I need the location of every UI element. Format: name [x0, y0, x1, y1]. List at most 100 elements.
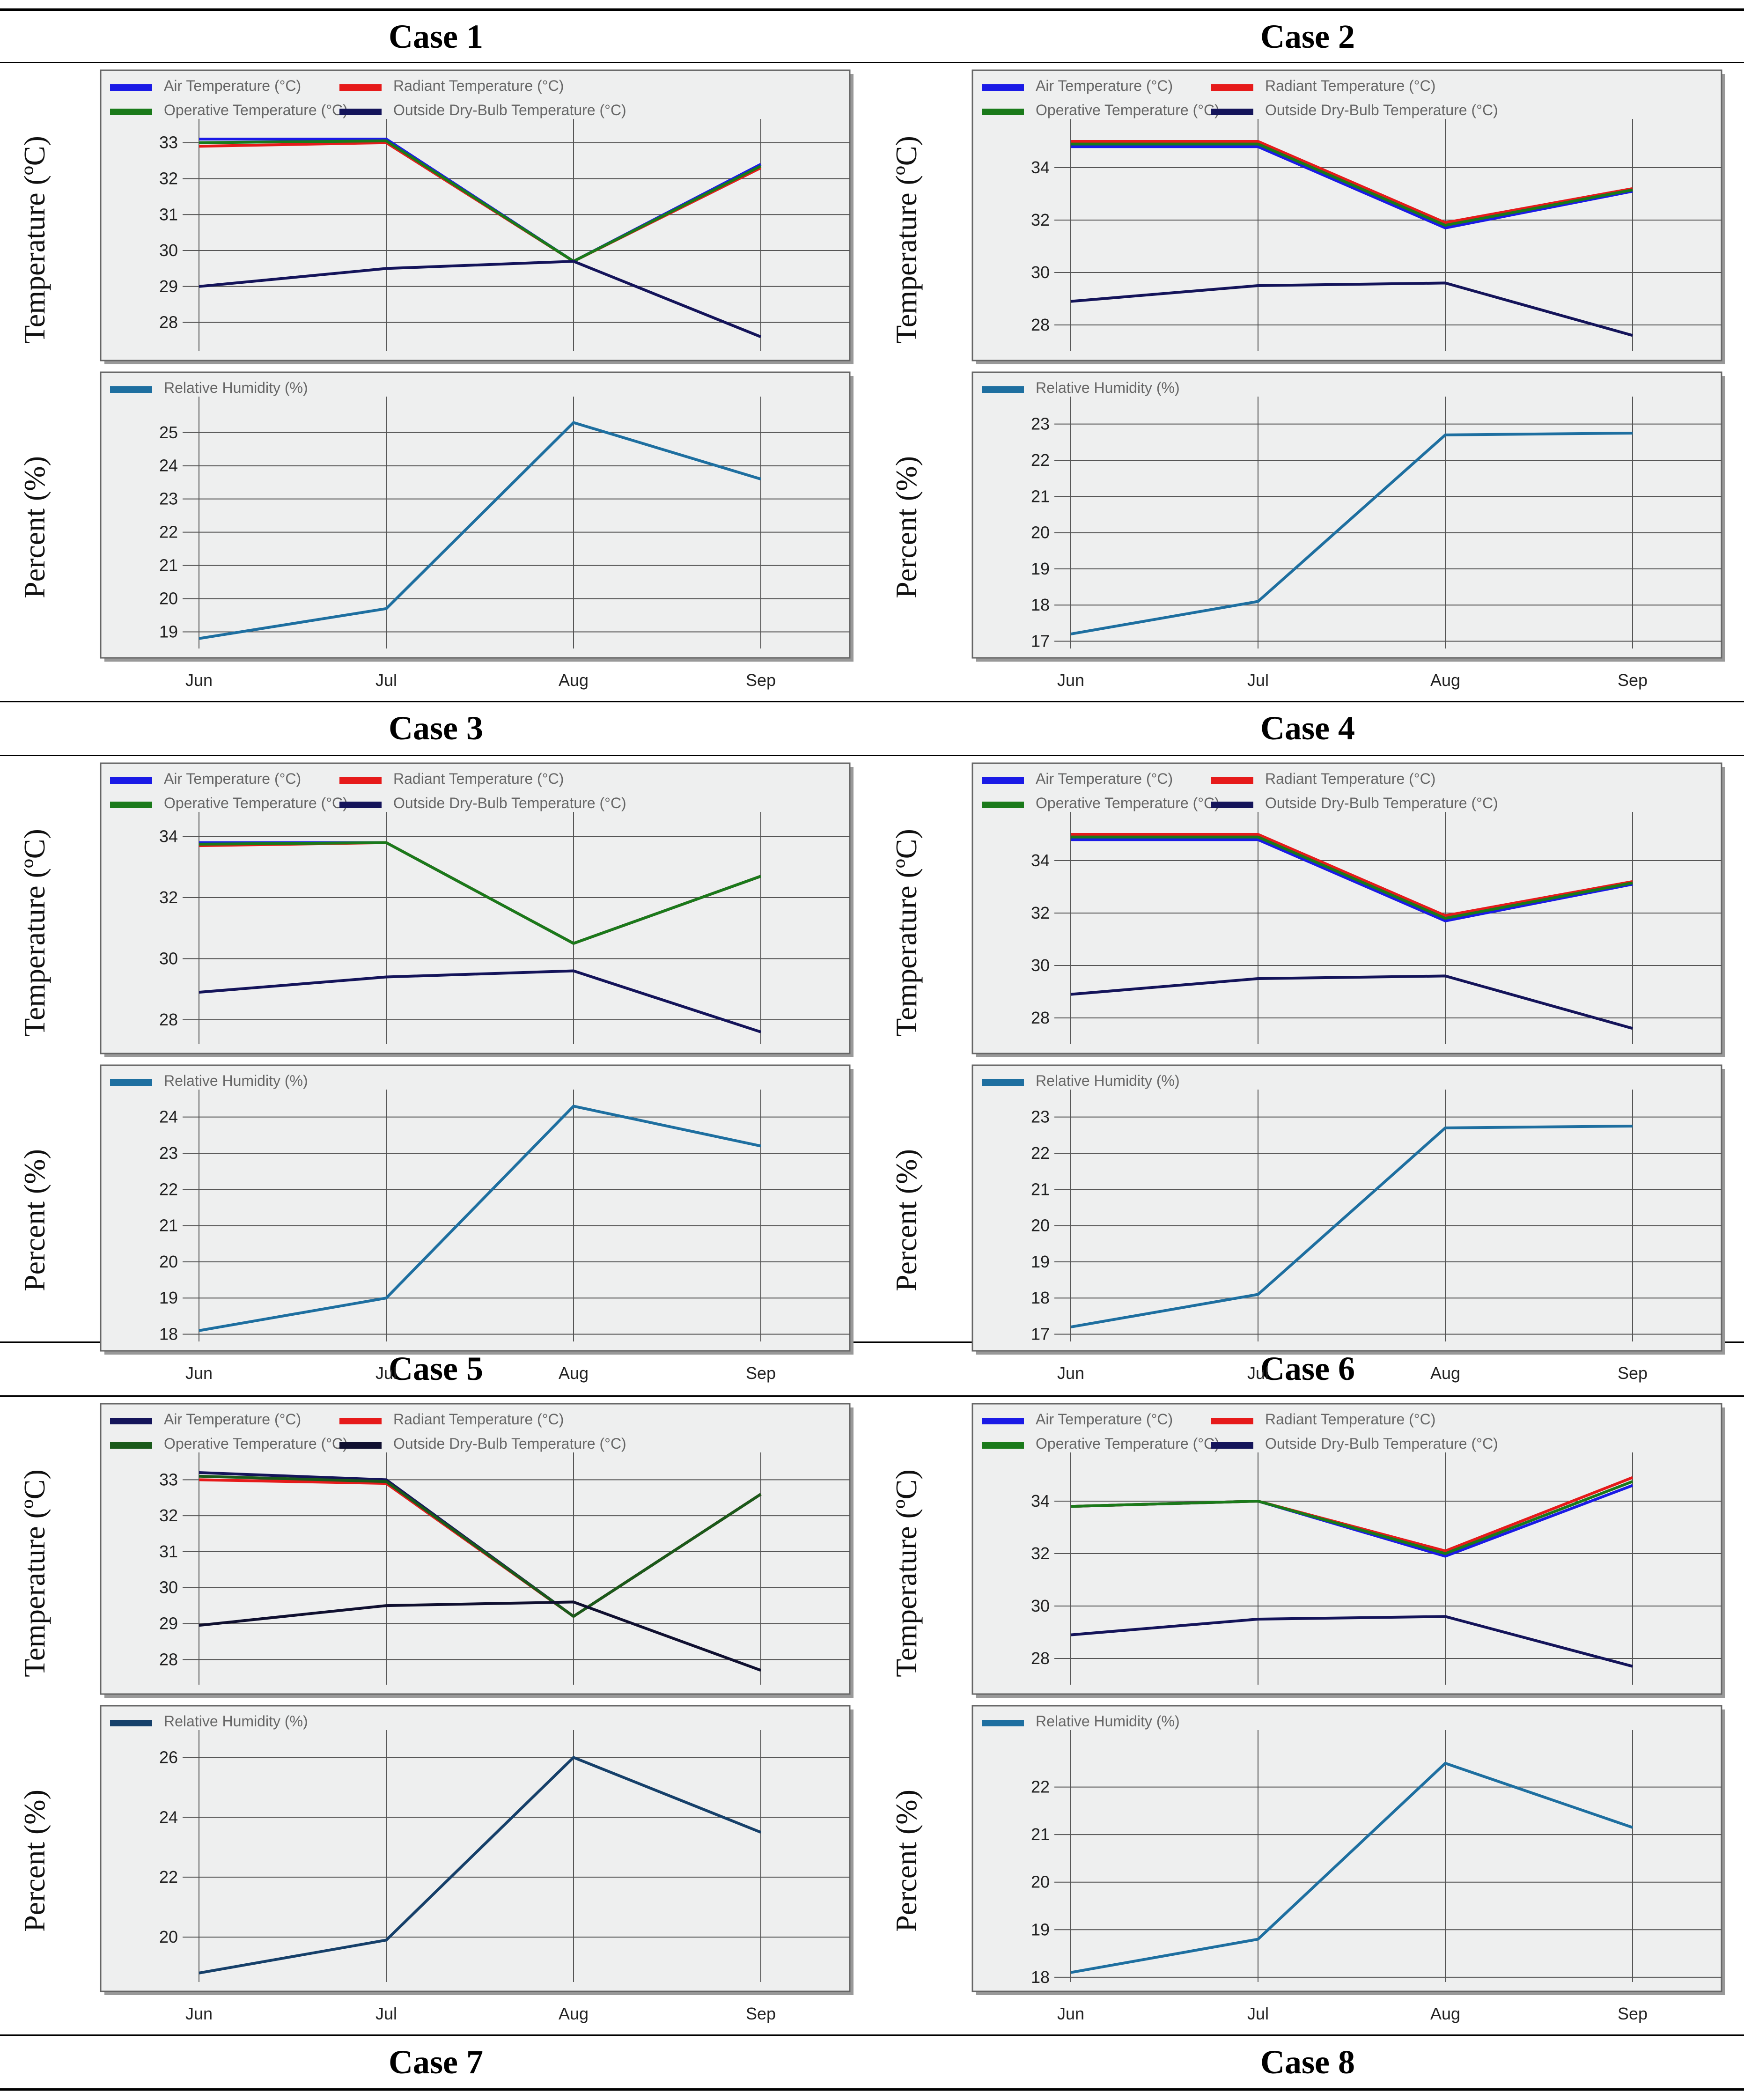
case-2-temp-ytick-32: 32	[1031, 210, 1050, 229]
case-2-rh-xtick-aug: Aug	[1430, 671, 1460, 690]
case-3-temp-series-line-2	[199, 841, 762, 945]
case-2-temp-panel	[971, 69, 1722, 361]
case-2-temp-series-line-0	[1071, 145, 1633, 229]
case-4-rh-xtick-sep: Sep	[1618, 1363, 1648, 1383]
rule-row3	[0, 1395, 1744, 1397]
case-2-rh-ytick-21: 21	[1031, 486, 1050, 506]
case-5-rh-ytick-24: 24	[159, 1807, 178, 1827]
case-1-rh-ytick-25: 25	[159, 423, 178, 442]
case-6-rh-ytick-18: 18	[1031, 1967, 1050, 1987]
case-5-temp-ytick-28: 28	[159, 1650, 178, 1669]
case-1-temp-series-line-2	[199, 139, 762, 263]
case-2-temp-ytick-30: 30	[1031, 263, 1050, 282]
case-3-rh-ylabel: Percent (%)	[18, 1149, 51, 1291]
case-1-temp-panel	[100, 69, 851, 361]
case-4-rh-ylabel: Percent (%)	[890, 1149, 923, 1291]
case-1-temp-ylabel: Temperature (ºC)	[18, 136, 51, 344]
case-6-rh-legend-label-0: Relative Humidity (%)	[1036, 1713, 1180, 1730]
case-2-rh-panel	[971, 371, 1722, 659]
case-1-rh-ylabel: Percent (%)	[18, 456, 51, 598]
case-6-temp-legend-swatch-3	[1211, 1442, 1253, 1449]
case-1-temp-legend-swatch-2	[110, 109, 152, 115]
rule-row3-top	[0, 1341, 1744, 1343]
case-1-rh-ytick-20: 20	[159, 589, 178, 608]
case-4-temp-legend-label-1: Radiant Temperature (°C)	[1265, 770, 1435, 787]
case-4-rh-ytick-18: 18	[1031, 1288, 1050, 1307]
case-4-temp-ytick-28: 28	[1031, 1008, 1050, 1027]
case-3-chart: 28 30 32 34 Air Temperature (°C) Radiant Temp…	[18, 762, 854, 1383]
case-3-rh-series-line-0	[199, 1105, 761, 1332]
case-6-rh-xtick-jul: Jul	[1247, 2004, 1269, 2023]
case-2-chart: 28 30 32 34 Air Temperature (°C) Radiant Temp…	[890, 69, 1725, 690]
case-2-temp-series-line-2	[1071, 142, 1633, 227]
case-6-temp-series-line-2	[1070, 1480, 1634, 1555]
case-4-rh-xtick-aug: Aug	[1430, 1363, 1460, 1383]
case-3-rh-legend-label-0: Relative Humidity (%)	[164, 1072, 308, 1089]
case-3-rh-ytick-22: 22	[159, 1179, 178, 1199]
case-1-title: Case 1	[389, 18, 483, 55]
case-3-temp-legend-label-3: Outside Dry-Bulb Temperature (°C)	[393, 795, 626, 811]
case-3-temp-panel	[100, 762, 851, 1054]
case-4-rh-panel	[971, 1064, 1722, 1352]
case-2-rh-series-line-0	[1070, 431, 1633, 636]
case-5-temp-legend-swatch-0	[110, 1418, 152, 1424]
case-6-temp-series-line-3	[1070, 1615, 1633, 1668]
case-5-temp-legend-swatch-3	[339, 1442, 382, 1449]
case-5-rh-xtick-aug: Aug	[559, 2004, 589, 2023]
case-1-rh-ytick-22: 22	[159, 523, 178, 542]
case-4-temp-ytick-30: 30	[1031, 956, 1050, 975]
case-6-rh-panel	[971, 1705, 1722, 1992]
case-4-title: Case 4	[1260, 709, 1355, 747]
case-4-rh-ytick-20: 20	[1031, 1216, 1050, 1235]
case-3-rh-ytick-18: 18	[159, 1325, 178, 1344]
case-4-temp-series-line-1	[1071, 833, 1633, 917]
case-5-title: Case 5	[389, 1350, 483, 1387]
case-6-rh-xtick-aug: Aug	[1430, 2004, 1460, 2023]
case-1-rh-ytick-24: 24	[159, 456, 178, 475]
case-6-rh-ylabel: Percent (%)	[890, 1790, 923, 1932]
case-1-rh-xtick-jul: Jul	[375, 671, 397, 690]
case-5-rh-xtick-jun: Jun	[185, 2004, 213, 2023]
case-5-rh-panel	[100, 1705, 851, 1992]
case-3-temp-ytick-30: 30	[159, 949, 178, 968]
case-2-temp-series-line-3	[1070, 281, 1633, 337]
case-6-temp-ytick-32: 32	[1031, 1544, 1050, 1563]
case-3-temp-legend-swatch-2	[110, 802, 152, 808]
case-2-temp-ylabel: Temperature (ºC)	[890, 136, 923, 344]
case-3-rh-legend-swatch-0	[110, 1079, 152, 1086]
case-6-rh-ytick-21: 21	[1031, 1825, 1050, 1844]
case-3-temp-legend-label-1: Radiant Temperature (°C)	[393, 770, 564, 787]
case-5-temp-legend-label-2: Operative Temperature (°C)	[164, 1435, 348, 1452]
case-5-rh-ylabel: Percent (%)	[18, 1790, 51, 1932]
case-3-rh-xtick-aug: Aug	[559, 1363, 589, 1383]
case-6-temp-legend-label-0: Air Temperature (°C)	[1036, 1411, 1173, 1428]
case-6-rh-legend-swatch-0	[982, 1720, 1024, 1726]
case-1-temp-legend-swatch-3	[339, 109, 382, 115]
case-6-rh-ytick-20: 20	[1031, 1872, 1050, 1892]
case-5-rh-legend-label-0: Relative Humidity (%)	[164, 1713, 308, 1730]
case-1-rh-ytick-23: 23	[159, 489, 178, 508]
case-5-temp-legend-label-3: Outside Dry-Bulb Temperature (°C)	[393, 1435, 626, 1452]
case-5-chart: 28 29 30 31 32 33 Air Temperature (°C) Radiant …	[18, 1403, 854, 2023]
case-6-temp-legend-swatch-1	[1211, 1418, 1253, 1424]
case-2-rh-legend-label-0: Relative Humidity (%)	[1036, 379, 1180, 396]
case-3-temp-legend-swatch-1	[339, 777, 382, 784]
case-5-temp-ytick-30: 30	[159, 1578, 178, 1597]
case-3-rh-xtick-sep: Sep	[746, 1363, 776, 1383]
case-2-rh-xtick-jun: Jun	[1057, 671, 1084, 690]
case-5-rh-xtick-sep: Sep	[746, 2004, 776, 2023]
case-6-temp-ylabel: Temperature (ºC)	[890, 1469, 923, 1677]
case-4-temp-legend-swatch-0	[982, 777, 1024, 784]
case-5-temp-ytick-33: 33	[159, 1470, 178, 1489]
case-6-temp-ytick-28: 28	[1031, 1649, 1050, 1668]
case-4-rh-ytick-22: 22	[1031, 1143, 1050, 1163]
case-5-temp-series-line-3	[199, 1600, 762, 1672]
case-5-temp-legend-swatch-2	[110, 1442, 152, 1449]
case-1-temp-ytick-28: 28	[159, 313, 178, 332]
case-6-chart: 28 30 32 34 Air Temperature (°C) Radiant Temp…	[890, 1403, 1725, 2023]
case-3-temp-ylabel: Temperature (ºC)	[18, 829, 51, 1037]
case-8-title: Case 8	[1260, 2043, 1355, 2081]
case-2-temp-legend-swatch-2	[982, 109, 1024, 115]
case-6-rh-xtick-sep: Sep	[1618, 2004, 1648, 2023]
case-1-temp-legend-label-2: Operative Temperature (°C)	[164, 102, 348, 118]
